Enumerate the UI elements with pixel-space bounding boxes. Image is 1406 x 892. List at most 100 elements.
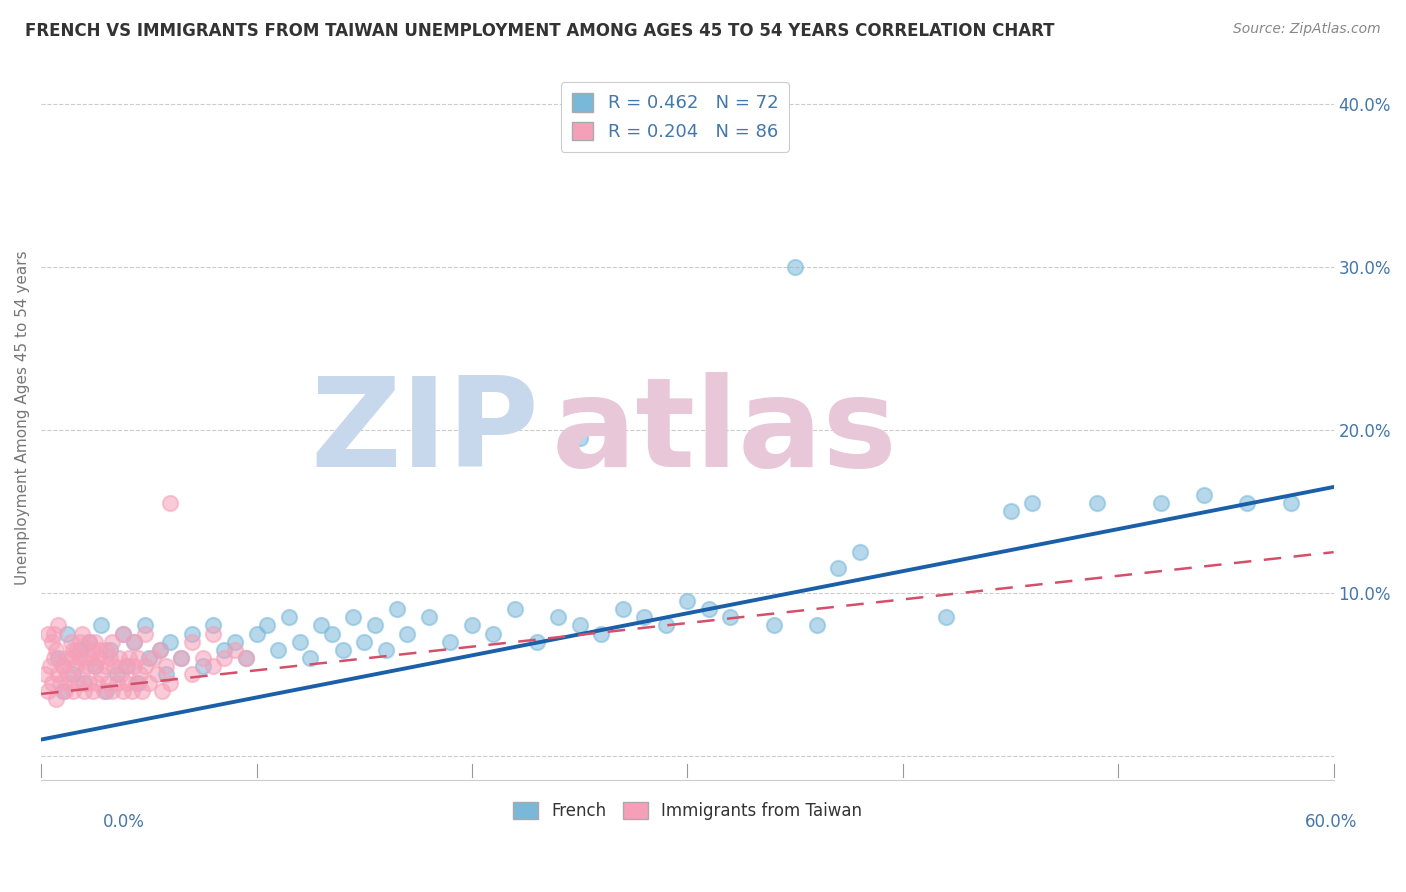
Point [568,431,591,445]
Point [134,618,156,632]
Point [62,643,84,657]
Point [69,651,91,665]
Point [111,626,134,640]
Point [655,618,678,632]
Point [103,659,125,673]
Point [90,618,112,632]
Point [77,634,100,648]
Point [101,683,124,698]
Point [568,618,591,632]
Point [52,659,75,673]
Point [41,634,63,648]
Point [267,643,290,657]
Point [202,659,225,673]
Point [93,683,115,698]
Point [170,651,193,665]
Point [342,610,364,624]
Point [783,260,806,274]
Y-axis label: Unemployment Among Ages 45 to 54 years: Unemployment Among Ages 45 to 54 years [15,251,30,585]
Point [70,626,93,640]
Point [111,683,134,698]
Point [134,659,156,673]
Point [101,634,124,648]
Point [94,683,117,698]
Point [46,618,69,632]
Point [121,683,143,698]
Point [37,683,59,698]
Point [159,675,181,690]
Text: Source: ZipAtlas.com: Source: ZipAtlas.com [1233,22,1381,37]
Point [69,643,91,657]
Point [150,683,173,698]
Point [125,675,148,690]
Point [65,659,87,673]
Point [461,618,484,632]
Point [762,618,785,632]
Text: 60.0%: 60.0% [1305,814,1357,831]
Point [77,675,100,690]
Text: 0.0%: 0.0% [103,814,145,831]
Point [38,659,60,673]
Point [138,675,160,690]
Point [288,634,311,648]
Point [84,634,107,648]
Point [77,634,100,648]
Point [89,643,111,657]
Point [159,496,181,510]
Point [138,651,160,665]
Point [212,643,235,657]
Point [79,651,101,665]
Point [149,643,172,657]
Point [612,602,634,616]
Point [84,659,107,673]
Point [107,651,129,665]
Point [526,634,548,648]
Point [60,651,83,665]
Point [46,651,69,665]
Point [62,667,84,681]
Point [482,626,505,640]
Point [418,610,440,624]
Point [202,626,225,640]
Point [56,626,79,640]
Point [633,610,655,624]
Point [70,667,93,681]
Point [848,545,870,559]
Point [676,594,699,608]
Text: ZIP: ZIP [309,372,538,492]
Point [212,651,235,665]
Point [60,634,83,648]
Point [374,643,396,657]
Point [86,675,108,690]
Point [396,626,419,640]
Point [191,651,214,665]
Point [69,634,91,648]
Point [122,659,145,673]
Point [170,651,193,665]
Legend: French, Immigrants from Taiwan: French, Immigrants from Taiwan [506,795,869,826]
Point [82,643,104,657]
Point [256,618,278,632]
Point [127,675,149,690]
Point [202,618,225,632]
Point [131,683,153,698]
Point [134,626,156,640]
Point [191,659,214,673]
Point [503,602,526,616]
Point [65,643,87,657]
Point [66,675,89,690]
Point [98,651,121,665]
Point [697,602,720,616]
Point [547,610,569,624]
Point [159,634,181,648]
Point [52,659,75,673]
Point [1085,496,1108,510]
Point [180,634,202,648]
Point [52,683,75,698]
Text: FRENCH VS IMMIGRANTS FROM TAIWAN UNEMPLOYMENT AMONG AGES 45 TO 54 YEARS CORRELAT: FRENCH VS IMMIGRANTS FROM TAIWAN UNEMPLO… [25,22,1054,40]
Point [1150,496,1173,510]
Point [49,675,72,690]
Point [94,659,117,673]
Point [56,651,79,665]
Point [75,659,97,673]
